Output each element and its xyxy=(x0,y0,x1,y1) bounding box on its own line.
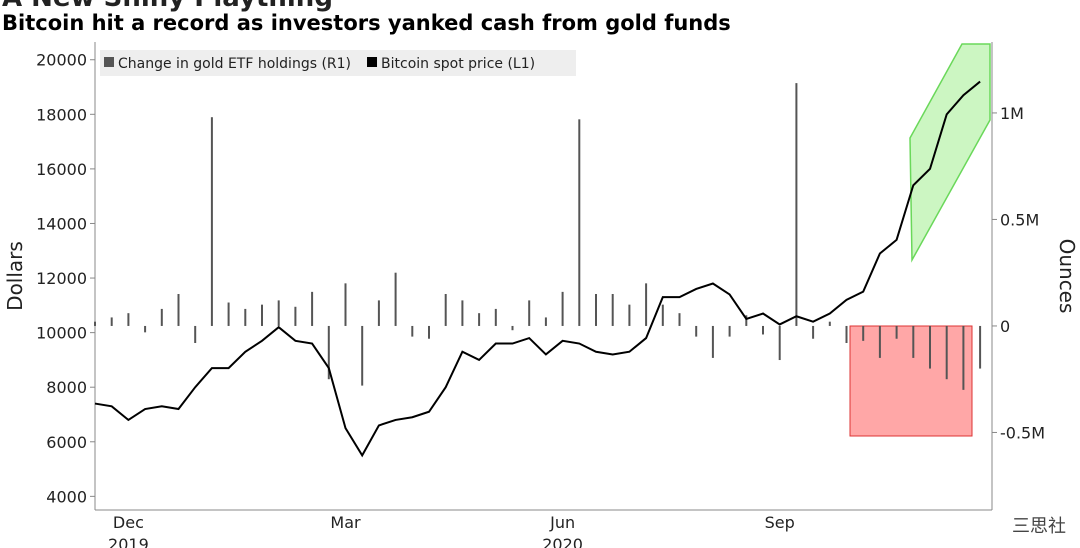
chart-title: Bitcoin hit a record as investors yanked… xyxy=(2,11,731,35)
x-tick-label: Sep xyxy=(765,513,795,532)
bar xyxy=(144,325,147,333)
bar xyxy=(728,325,731,337)
bar xyxy=(411,325,414,337)
outflow-box xyxy=(849,325,973,437)
bar xyxy=(895,325,898,339)
bar xyxy=(628,304,631,326)
bar xyxy=(695,325,698,337)
trend-channel xyxy=(909,43,991,263)
bar xyxy=(461,300,464,326)
bar xyxy=(561,291,564,326)
bar xyxy=(962,325,965,390)
bar xyxy=(745,315,748,326)
bar xyxy=(795,83,798,326)
bar xyxy=(645,283,648,326)
bar xyxy=(845,325,848,343)
y2-axis-label: Ounces xyxy=(1055,239,1079,314)
bar xyxy=(528,300,531,326)
bar xyxy=(878,325,881,358)
bar xyxy=(394,272,397,326)
bar xyxy=(294,306,297,326)
y-tick-label: 10000 xyxy=(36,324,87,343)
bar xyxy=(678,313,681,326)
bar xyxy=(227,302,230,326)
bar xyxy=(862,325,865,341)
bar xyxy=(428,325,430,339)
bar xyxy=(661,304,664,326)
y2-tick-label: 0 xyxy=(1000,317,1010,336)
bar xyxy=(177,294,180,326)
bar xyxy=(327,325,330,380)
bar xyxy=(762,325,764,335)
bar xyxy=(261,304,263,326)
y-tick-label: 18000 xyxy=(36,105,87,124)
bar xyxy=(578,119,581,326)
y-tick-label: 8000 xyxy=(46,378,87,397)
legend: Change in gold ETF holdings (R1) Bitcoin … xyxy=(100,50,576,76)
bar xyxy=(127,313,130,326)
price-line xyxy=(94,80,981,458)
header: A New Shiny Plaything xyxy=(2,0,333,13)
y-tick-label: 4000 xyxy=(46,487,87,506)
y-tick-label: 16000 xyxy=(36,160,87,179)
bar xyxy=(194,325,197,343)
bar xyxy=(778,325,781,361)
y-tick-label: 6000 xyxy=(46,433,87,452)
bar xyxy=(945,325,948,380)
y2-tick-label: -0.5M xyxy=(1000,423,1045,442)
x-year-label: 2019 xyxy=(108,535,149,548)
bar xyxy=(544,317,547,326)
bar xyxy=(244,308,247,326)
y-axis-label: Dollars xyxy=(3,241,27,311)
bar xyxy=(912,325,915,358)
watermark: 三思社 xyxy=(1012,516,1066,537)
bar xyxy=(210,117,213,326)
bar xyxy=(160,308,163,326)
bar xyxy=(979,325,982,369)
bar xyxy=(494,308,497,326)
bar xyxy=(110,317,113,326)
x-tick-label: Dec xyxy=(113,513,144,532)
bar xyxy=(929,325,931,369)
x-year-label: 2020 xyxy=(542,535,583,548)
bar xyxy=(595,294,597,326)
legend-swatch xyxy=(367,57,378,67)
y2-tick-label: 0.5M xyxy=(1000,210,1039,229)
legend-swatch xyxy=(104,57,114,67)
legend-label: Bitcoin spot price (L1) xyxy=(381,56,535,72)
x-tick-label: Jun xyxy=(549,513,575,532)
bar xyxy=(611,294,614,326)
bar xyxy=(277,300,280,326)
legend-box xyxy=(100,50,576,76)
bar xyxy=(828,321,831,326)
bar xyxy=(812,325,815,339)
y-tick-label: 14000 xyxy=(36,214,87,233)
bar xyxy=(377,300,380,326)
y2-tick-label: 1M xyxy=(1000,104,1024,123)
bar xyxy=(94,321,96,326)
bar xyxy=(711,325,714,358)
bar xyxy=(361,325,364,386)
legend-label: Change in gold ETF holdings (R1) xyxy=(118,56,351,72)
x-tick-label: Mar xyxy=(330,513,361,532)
bar xyxy=(478,313,481,326)
bar xyxy=(511,325,514,331)
y-tick-label: 20000 xyxy=(36,51,87,70)
y-tick-label: 12000 xyxy=(36,269,87,288)
bar xyxy=(444,294,447,326)
bar xyxy=(311,291,314,326)
bar xyxy=(344,283,347,326)
